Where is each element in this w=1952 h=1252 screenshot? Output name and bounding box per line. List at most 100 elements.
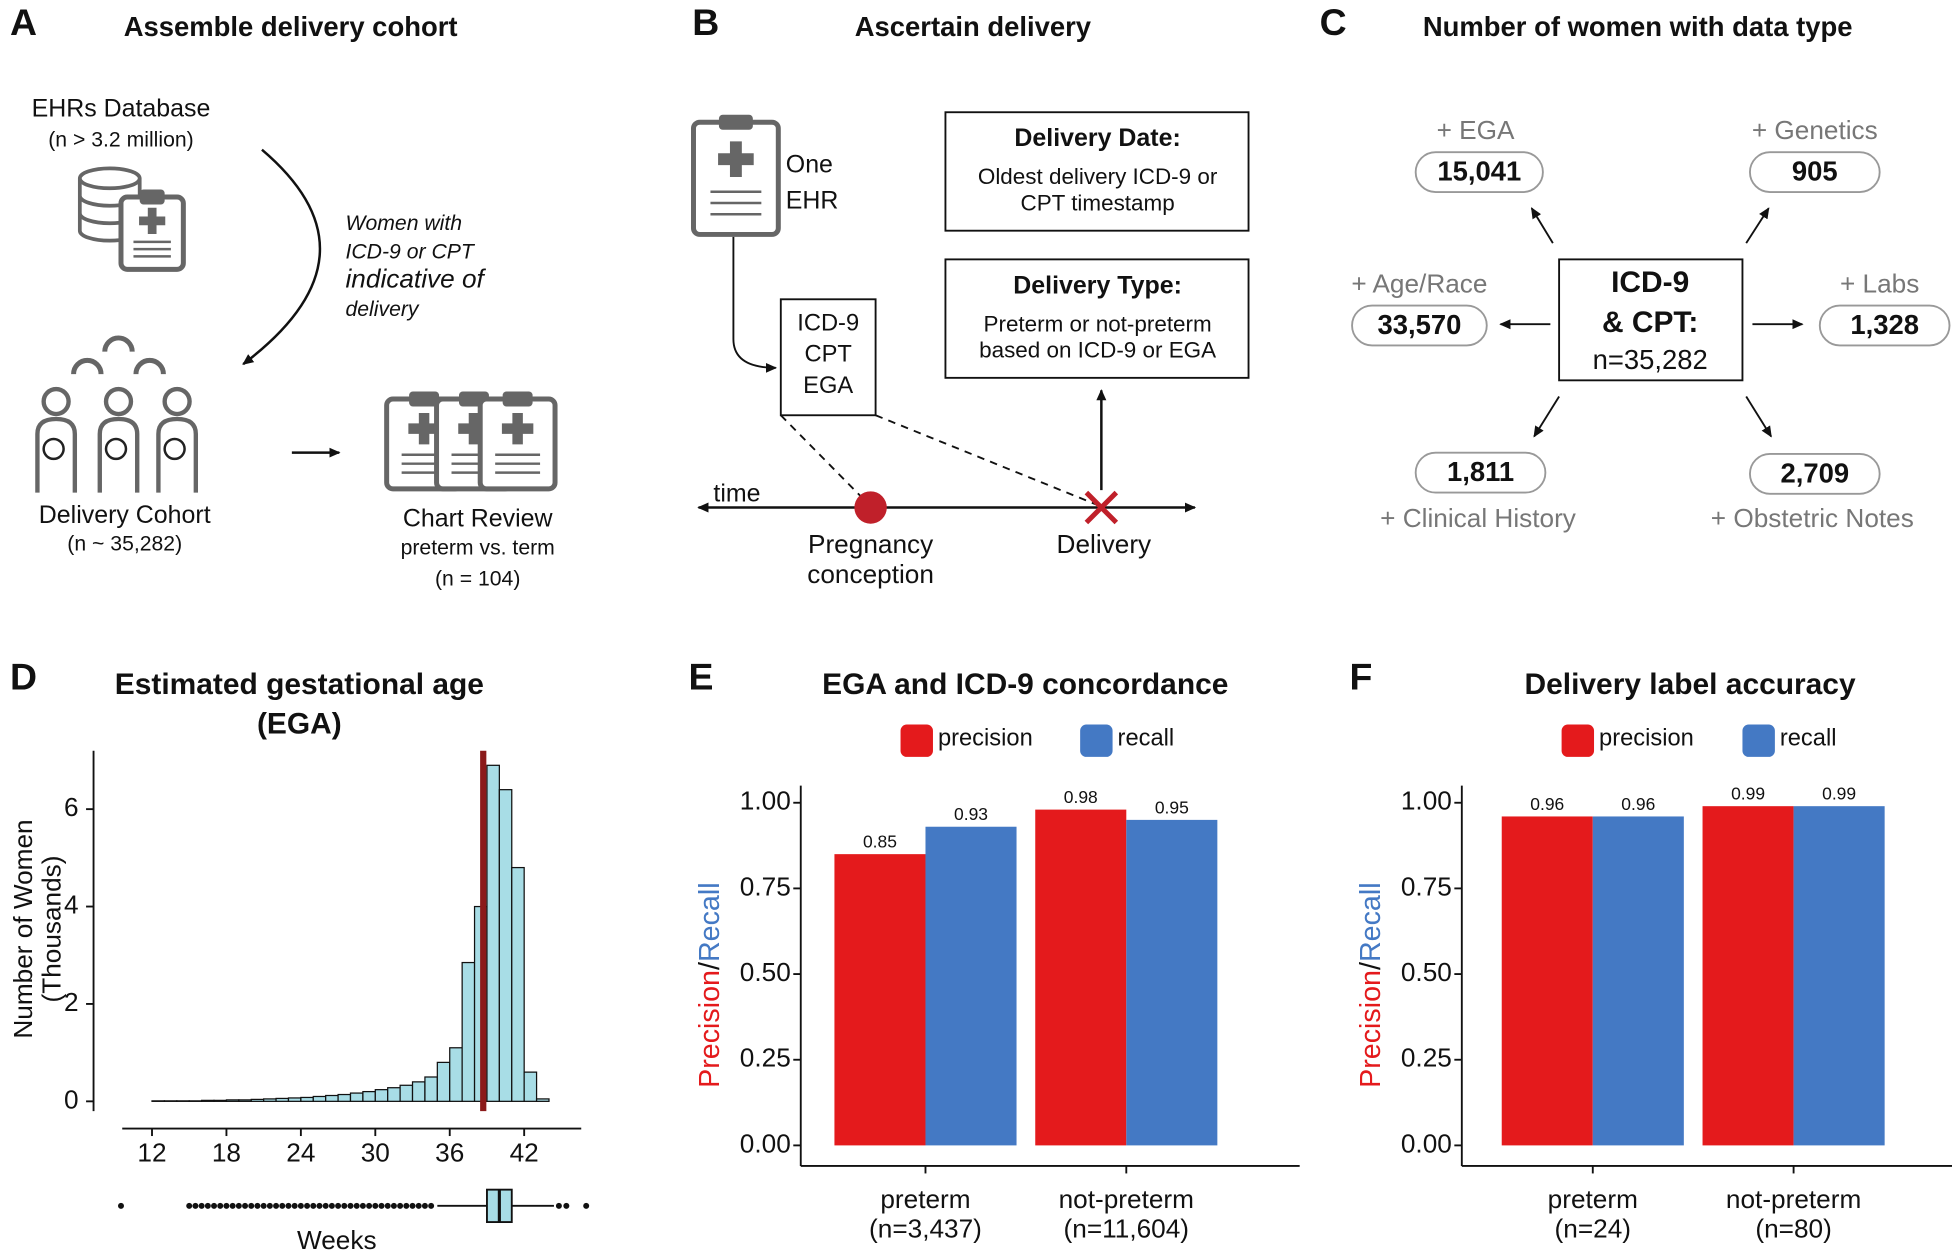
info-box	[944, 111, 1250, 232]
clipboard	[690, 119, 781, 237]
outlier	[192, 1202, 199, 1209]
node-arrow	[1745, 207, 1770, 244]
hist-bar	[523, 1071, 538, 1102]
delivery-x	[1084, 490, 1119, 525]
hist-bar	[337, 1093, 352, 1102]
hist-bar	[238, 1099, 252, 1102]
outlier	[366, 1202, 373, 1209]
outlier	[421, 1202, 428, 1209]
y-axis-label: Number of Women	[8, 819, 38, 1038]
outlier	[304, 1202, 311, 1209]
x-tick-sublabel: (n=11,604)	[1064, 1214, 1189, 1244]
bar	[1501, 816, 1593, 1146]
database-top	[77, 166, 142, 191]
conception-label: conception	[807, 559, 934, 589]
chart-title: (EGA)	[257, 708, 342, 741]
outlier	[555, 1202, 562, 1209]
baby-arc	[133, 357, 166, 375]
x-tick-label: 42	[510, 1138, 539, 1168]
y-tick-label: 0	[64, 1084, 79, 1114]
count-pill	[1749, 151, 1881, 193]
outlier	[254, 1202, 261, 1209]
bar	[1702, 806, 1794, 1146]
node-label: + Genetics	[1752, 115, 1878, 145]
hist-bar	[263, 1098, 277, 1102]
x-tick-label: not-preterm	[1059, 1184, 1194, 1214]
filter-text: Women with	[345, 212, 462, 235]
node-label: + Clinical History	[1380, 503, 1577, 533]
database-count: (n > 3.2 million)	[48, 129, 193, 152]
node-arrow	[1530, 207, 1554, 244]
y-axis-label: Precision	[1355, 970, 1387, 1088]
count-pill	[1818, 304, 1951, 347]
ehr-text: One	[786, 150, 833, 178]
hist-bar	[374, 1089, 389, 1102]
y-axis-label: /	[694, 962, 726, 970]
info-text: Preterm or not-preterm	[984, 311, 1212, 336]
conception-dot	[854, 491, 887, 524]
x-tick-label: preterm	[1548, 1184, 1638, 1214]
y-tick-label: 2	[64, 987, 79, 1017]
person-body	[35, 416, 78, 493]
bar	[1035, 809, 1127, 1146]
center-text: ICD-9	[1611, 266, 1689, 299]
outlier	[583, 1202, 590, 1209]
outlier	[372, 1202, 379, 1209]
value-label: 0.85	[863, 832, 897, 852]
hist-bar	[312, 1095, 327, 1102]
hist-bar	[411, 1081, 426, 1102]
info-box	[944, 258, 1250, 379]
ehr-text: EHR	[786, 187, 839, 215]
outlier	[223, 1202, 230, 1209]
outlier	[316, 1202, 323, 1209]
y-tick-label: 4	[64, 889, 79, 919]
hist-bar	[498, 789, 513, 1102]
hist-bar	[201, 1099, 215, 1102]
clipboard-clip	[139, 189, 165, 205]
hist-bar	[275, 1097, 290, 1102]
clipboard-cross	[718, 141, 754, 178]
x-tick-label: preterm	[880, 1184, 970, 1214]
outlier	[322, 1202, 329, 1209]
panel-label: B	[692, 1, 719, 43]
person-head	[41, 386, 71, 417]
y-tick-label: 0.00	[740, 1128, 791, 1158]
outlier	[291, 1202, 298, 1209]
center-box	[1558, 258, 1744, 382]
dashed-link	[780, 414, 871, 506]
bar	[834, 854, 926, 1146]
node-label: + Age/Race	[1351, 268, 1487, 298]
outlier	[279, 1202, 286, 1209]
count-pill	[1351, 304, 1488, 347]
node-count: 2,709	[1780, 457, 1849, 488]
y-axis-title: Number of Women(Thousands)	[8, 819, 67, 1038]
y-tick-label: 0.25	[740, 1043, 791, 1073]
x-tick-sublabel: (n=3,437)	[869, 1214, 982, 1244]
panel-title: Ascertain delivery	[855, 11, 1092, 42]
person-head	[103, 386, 134, 417]
clipboard-clip	[718, 114, 753, 130]
outlier	[403, 1202, 410, 1209]
panel-title: Assemble delivery cohort	[124, 11, 458, 42]
outlier	[273, 1202, 280, 1209]
legend-swatch	[1080, 724, 1113, 757]
value-label: 0.99	[1822, 784, 1856, 804]
info-text: based on ICD-9 or EGA	[979, 338, 1216, 363]
x-tick-sublabel: (n=80)	[1755, 1214, 1831, 1244]
database-label: EHRs Database	[32, 94, 211, 122]
cohort-label: Delivery Cohort	[39, 501, 211, 529]
ehr-arrow	[732, 236, 778, 373]
value-label: 0.98	[1064, 787, 1098, 807]
outlier	[117, 1202, 124, 1209]
y-tick-label: 1.00	[740, 786, 791, 816]
legend-label: recall	[1780, 726, 1837, 752]
node-count: 905	[1792, 156, 1838, 187]
outlier	[211, 1202, 218, 1209]
outlier	[359, 1202, 366, 1209]
value-label: 0.96	[1621, 794, 1655, 814]
clipboard-clip	[409, 391, 440, 407]
node-count: 33,570	[1377, 309, 1461, 340]
outlier	[297, 1202, 304, 1209]
x-tick-label: not-preterm	[1726, 1184, 1861, 1214]
bar	[1592, 816, 1684, 1146]
